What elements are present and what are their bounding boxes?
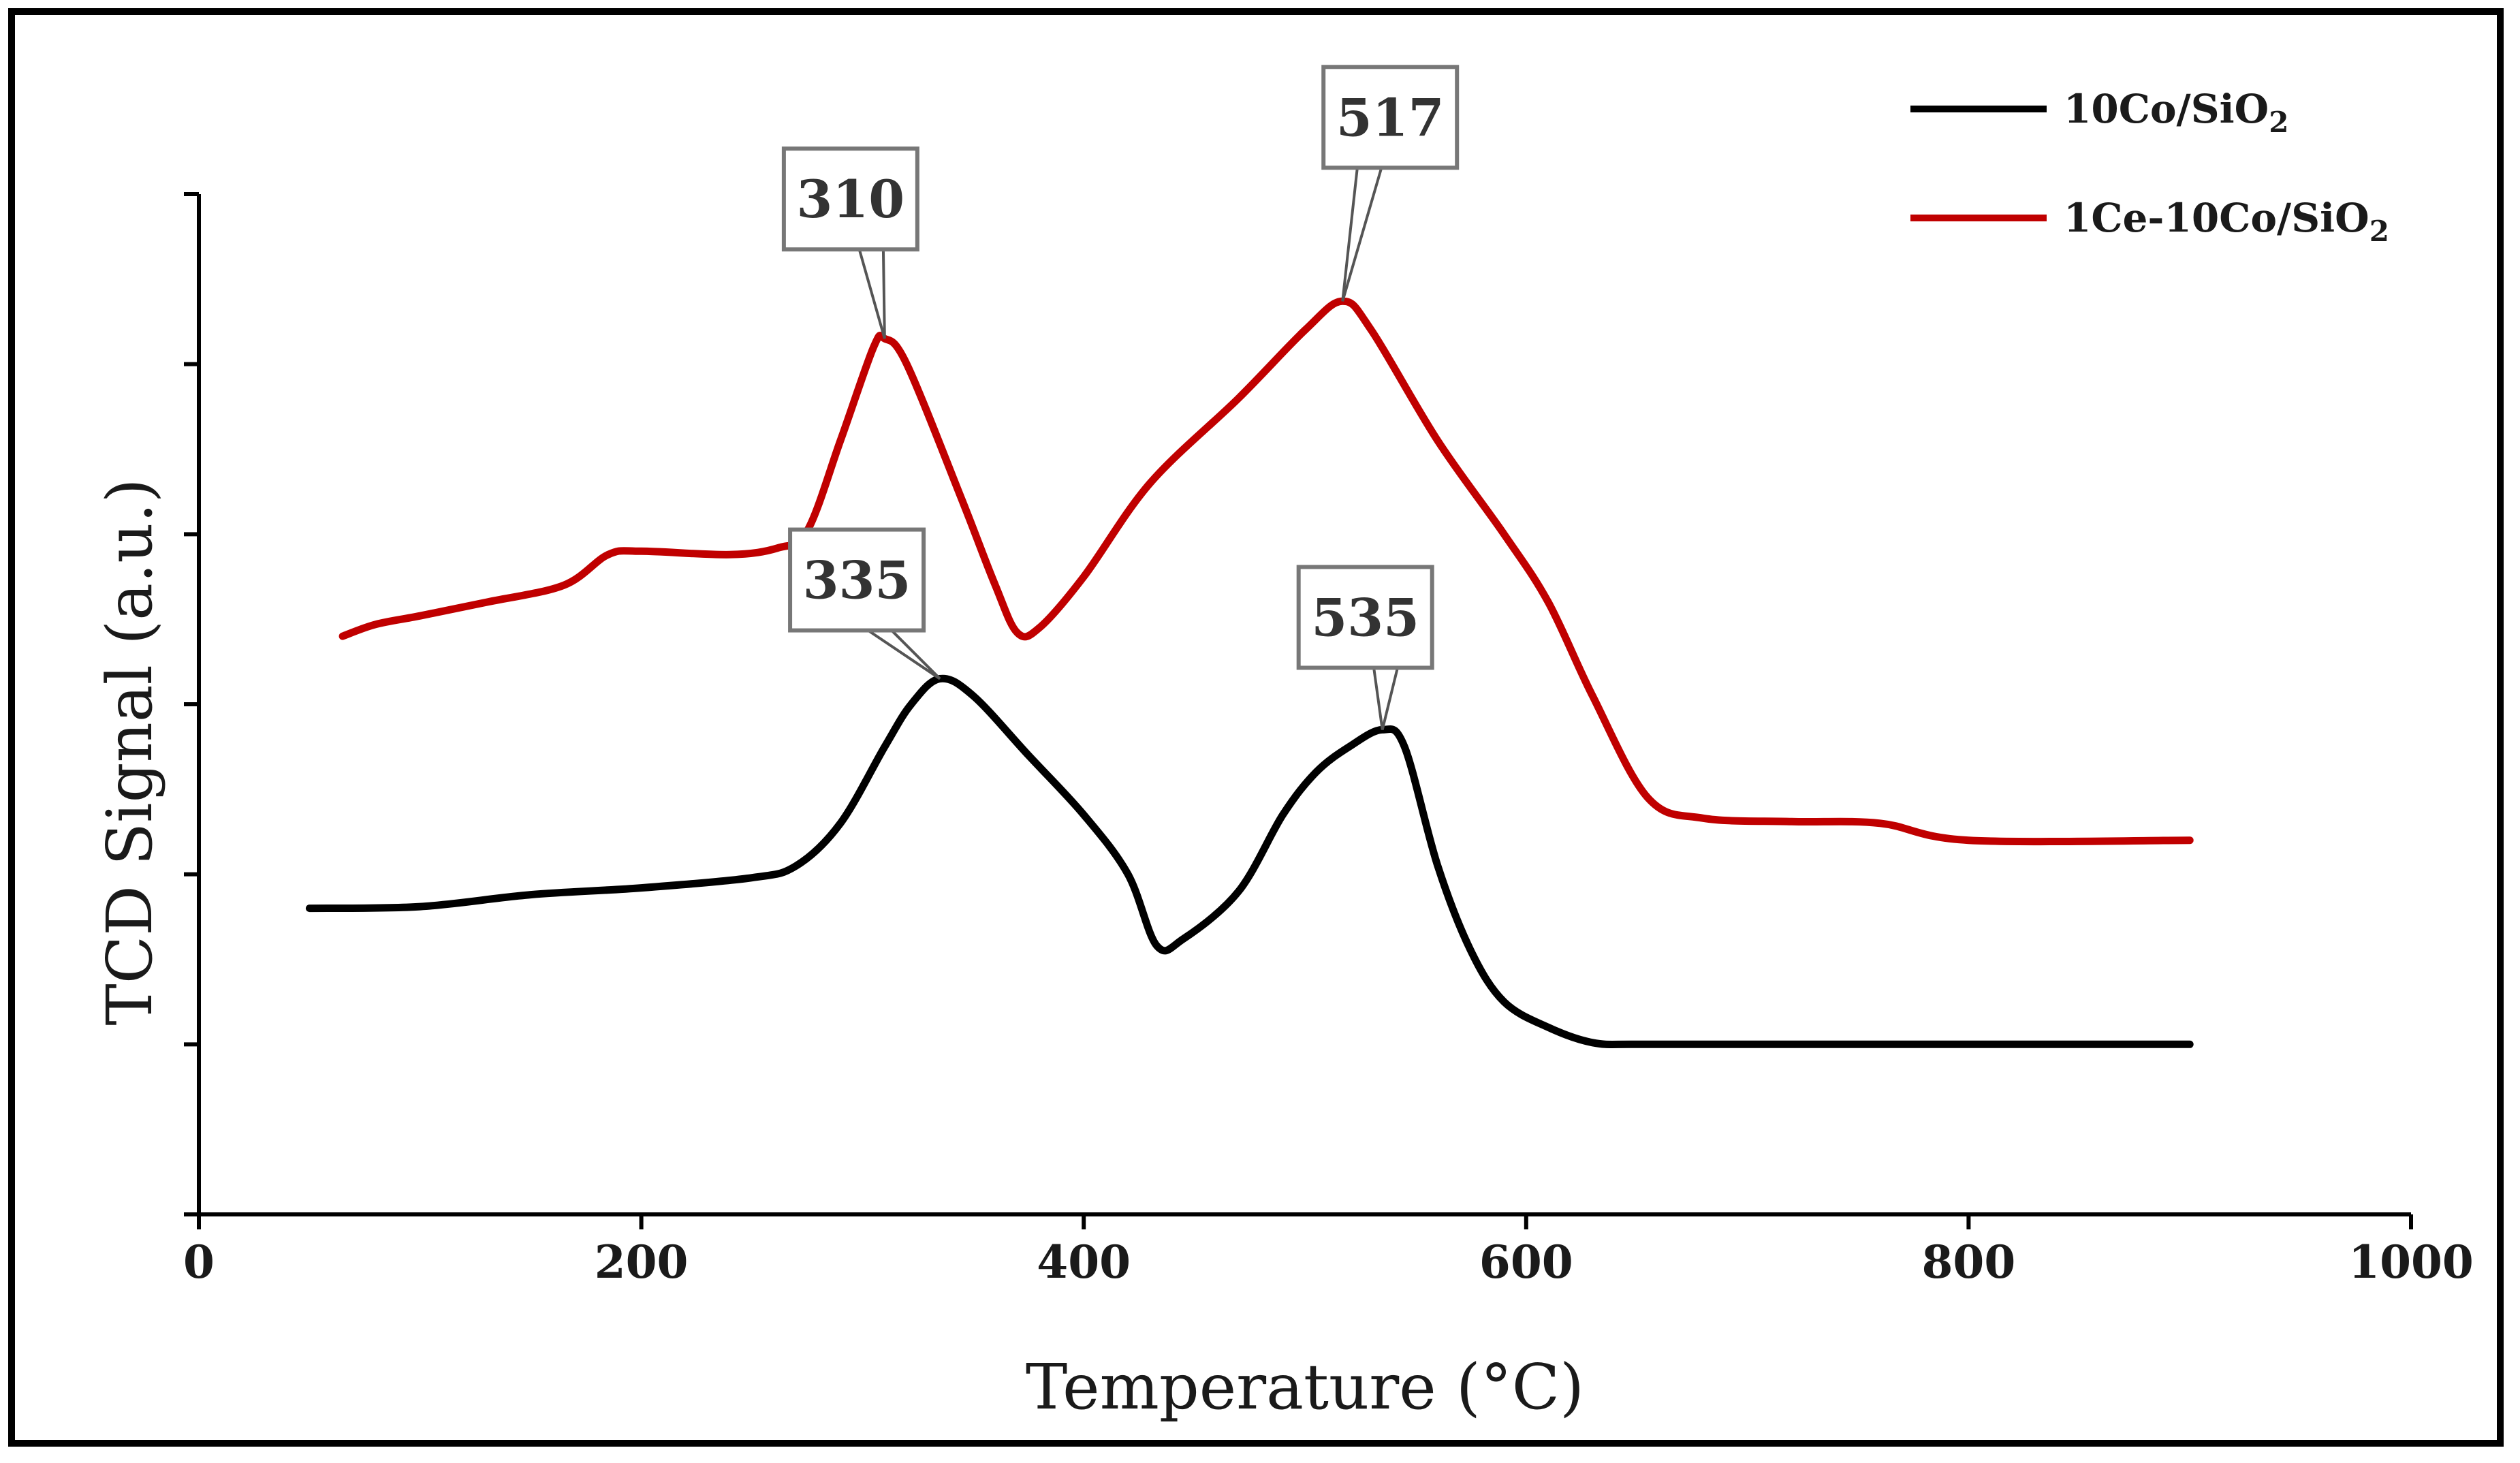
legend-label-10co-sio2: 10Co/SiO2 (2064, 86, 2288, 139)
series-layer (305, 297, 2194, 1048)
annotation-box (781, 146, 919, 252)
peak-annotation: 310 (781, 146, 919, 339)
x-axis-title: Temperature (°C) (1026, 1351, 1584, 1423)
axes: 0 200 400 600 800 1000 (183, 192, 2474, 1289)
legend-label-subscript: 2 (2269, 106, 2288, 139)
x-tick-label: 0 (183, 1236, 215, 1289)
annotation-box (1321, 65, 1460, 170)
annotation-pointer (860, 627, 941, 680)
peak-annotation: 335 (788, 527, 941, 680)
legend-label-subscript: 2 (2369, 215, 2389, 248)
series-line-1ce-10co-sio2 (338, 297, 2194, 846)
annotation-label: 335 (803, 550, 911, 611)
annotation-pointer (1341, 164, 1384, 302)
peak-annotation: 517 (1321, 65, 1460, 302)
legend-item-1ce-10co-sio2: 1Ce-10Co/SiO2 (1910, 195, 2389, 248)
x-tick-label: 800 (1922, 1236, 2016, 1289)
peak-annotation: 535 (1296, 565, 1434, 730)
x-tick-label: 600 (1479, 1236, 1573, 1289)
legend-label-main: 1Ce-10Co/SiO (2064, 195, 2369, 241)
series-line-10co-sio2 (305, 674, 2194, 1048)
x-tick-label: 200 (595, 1236, 689, 1289)
x-tick-label: 400 (1037, 1236, 1131, 1289)
annotation-pointer (857, 246, 886, 339)
y-ticks (184, 192, 199, 1216)
chart-frame (8, 8, 2504, 1447)
annotation-layer: 310 517 335 535 (781, 65, 1460, 730)
annotation-label: 535 (1311, 587, 1419, 648)
annotation-label: 517 (1336, 87, 1445, 148)
legend-item-10co-sio2: 10Co/SiO2 (1910, 86, 2288, 139)
x-tick-label: 1000 (2348, 1236, 2474, 1289)
annotation-label: 310 (797, 169, 905, 230)
legend-label-main: 10Co/SiO (2064, 86, 2269, 132)
annotation-pointer (1372, 664, 1400, 730)
legend: 10Co/SiO2 1Ce-10Co/SiO2 (1910, 86, 2389, 248)
legend-label-1ce-10co-sio2: 1Ce-10Co/SiO2 (2064, 195, 2389, 248)
x-ticks: 0 200 400 600 800 1000 (183, 1214, 2474, 1289)
annotation-box (1296, 565, 1434, 670)
y-axis-title: TCD Signal (a.u.) (93, 478, 166, 1025)
annotation-box (788, 527, 926, 633)
